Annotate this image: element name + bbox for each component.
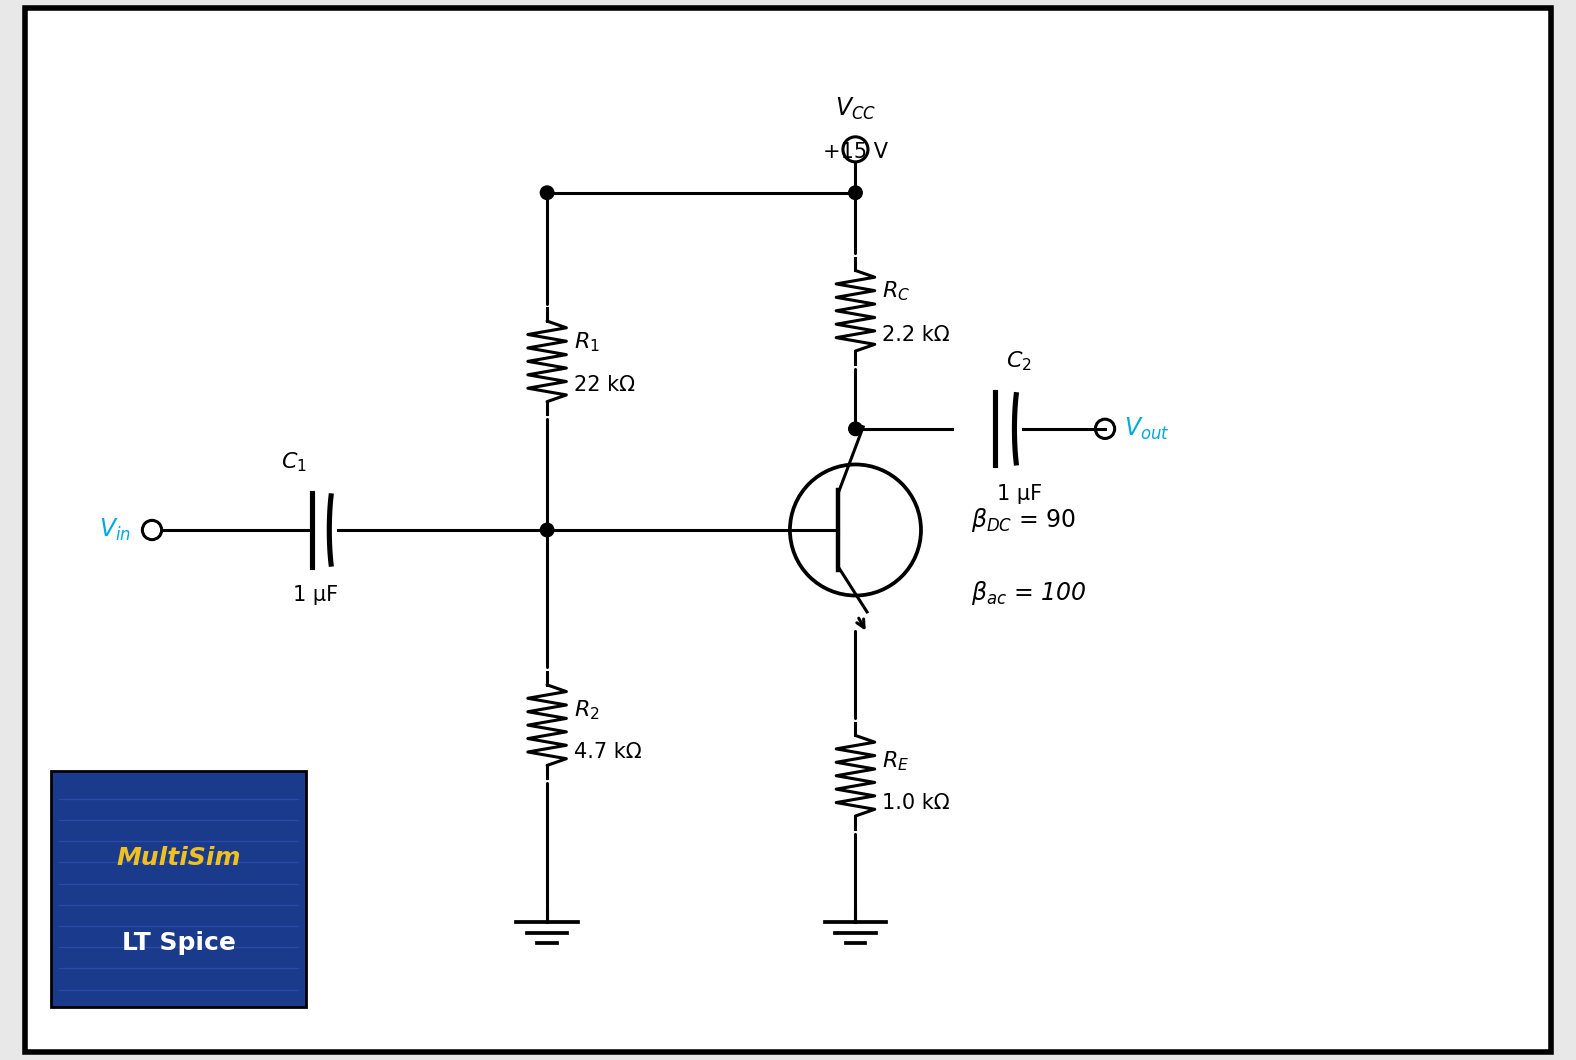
Text: 22 kΩ: 22 kΩ [574,375,635,395]
Text: $R_E$: $R_E$ [883,749,909,773]
Text: $R_C$: $R_C$ [883,280,911,303]
Text: MultiSim: MultiSim [117,846,241,870]
Text: $C_1$: $C_1$ [281,450,307,474]
FancyBboxPatch shape [25,7,1551,1053]
Text: $V_{out}$: $V_{out}$ [1124,416,1169,442]
Text: 2.2 kΩ: 2.2 kΩ [883,324,950,345]
Text: 1.0 kΩ: 1.0 kΩ [883,793,950,813]
Text: $\beta_{ac}$ = 100: $\beta_{ac}$ = 100 [971,579,1087,606]
Text: $C_2$: $C_2$ [1007,350,1032,373]
Circle shape [541,186,553,199]
Text: $R_2$: $R_2$ [574,699,600,723]
Text: +15 V: +15 V [823,142,887,162]
Text: 1 μF: 1 μF [293,585,339,605]
Text: $V_{CC}$: $V_{CC}$ [835,96,876,122]
Text: $R_1$: $R_1$ [574,331,600,354]
Text: 1 μF: 1 μF [996,483,1042,504]
Circle shape [541,524,553,536]
Text: $V_{in}$: $V_{in}$ [99,517,131,543]
Text: $\beta_{DC}$ = 90: $\beta_{DC}$ = 90 [971,507,1076,534]
Text: 4.7 kΩ: 4.7 kΩ [574,742,641,762]
Circle shape [849,186,862,199]
Text: LT Spice: LT Spice [121,932,235,955]
Circle shape [849,422,862,436]
FancyBboxPatch shape [50,771,306,1007]
